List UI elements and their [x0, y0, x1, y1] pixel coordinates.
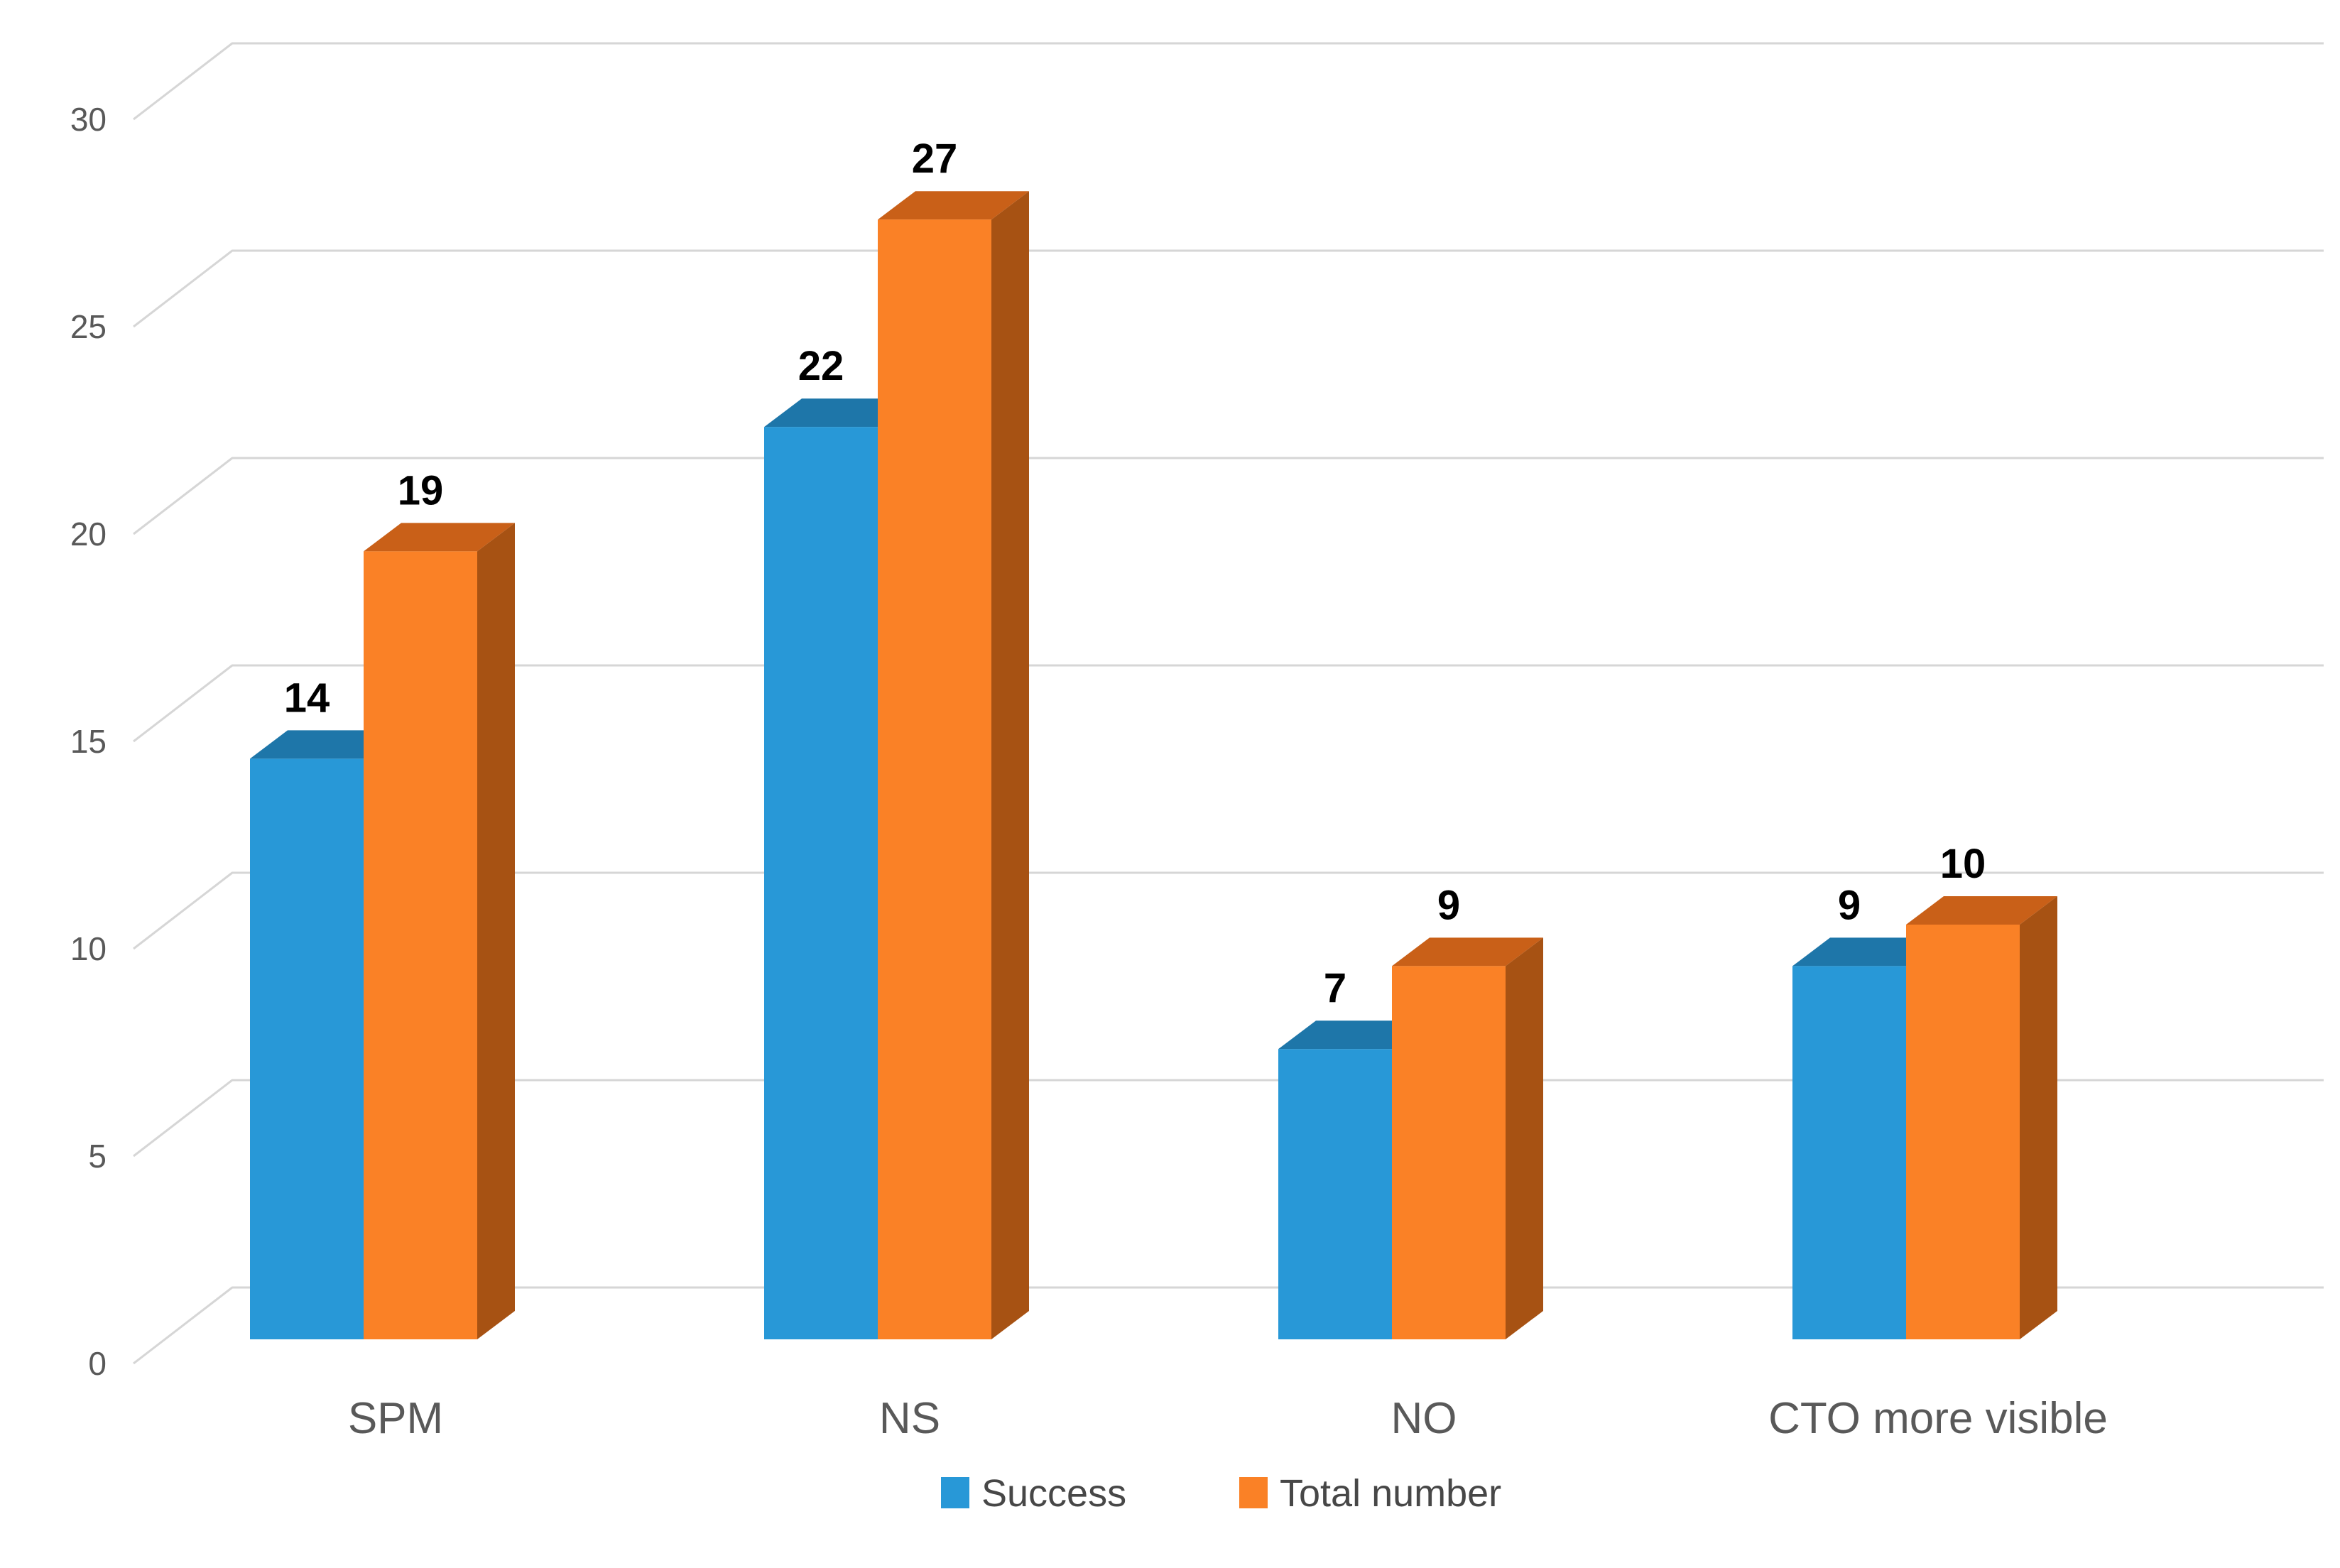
- gridline: [133, 871, 2324, 950]
- legend-swatch: [1239, 1477, 1268, 1508]
- gridline: [133, 42, 2324, 121]
- gridline: [133, 1286, 2324, 1365]
- data-label: 9: [1838, 882, 1861, 928]
- bar-side-face: [991, 191, 1029, 1340]
- bar-top-face: [1906, 896, 2057, 925]
- y-axis-tick-label: 5: [88, 1138, 107, 1175]
- bar-front-face: [1278, 1049, 1392, 1339]
- gridline: [133, 664, 2324, 743]
- x-axis-category-label: CTO more visible: [1768, 1394, 2108, 1443]
- data-label: 22: [798, 343, 844, 389]
- gridline: [133, 249, 2324, 328]
- y-axis-tick-label: 25: [70, 308, 107, 345]
- legend-label: Success: [981, 1472, 1126, 1515]
- y-axis-tick-label: 30: [70, 101, 107, 138]
- bar-top-face: [764, 398, 915, 428]
- bar-front-face: [1392, 966, 1506, 1339]
- data-label: 14: [284, 675, 330, 721]
- bar-side-face: [2020, 896, 2057, 1339]
- legend-swatch: [941, 1477, 969, 1508]
- data-label: 27: [912, 136, 958, 182]
- data-label: 7: [1324, 965, 1346, 1011]
- data-label: 19: [398, 467, 444, 513]
- x-axis-category-label: NS: [879, 1394, 940, 1443]
- y-axis-tick-label: 10: [70, 930, 107, 967]
- bar-top-face: [1278, 1020, 1430, 1050]
- x-axis-category-label: SPM: [348, 1394, 443, 1443]
- legend-label: Total number: [1280, 1472, 1501, 1515]
- gridline: [133, 457, 2324, 535]
- bar-top-face: [878, 191, 1029, 220]
- bar-top-face: [364, 523, 515, 552]
- y-axis-tick-label: 15: [70, 723, 107, 760]
- y-axis-tick-label: 0: [88, 1345, 107, 1382]
- bar-top-face: [250, 730, 401, 759]
- bar-side-face: [477, 523, 515, 1339]
- bar-front-face: [764, 427, 878, 1340]
- bar-front-face: [1906, 925, 2020, 1339]
- bar-front-face: [250, 758, 364, 1339]
- bar-side-face: [1506, 937, 1543, 1339]
- bar-front-face: [1792, 966, 1906, 1339]
- bar-top-face: [1792, 937, 1944, 967]
- bar-top-face: [1392, 937, 1543, 967]
- data-label: 10: [1940, 841, 1986, 887]
- y-axis-tick-label: 20: [70, 516, 107, 552]
- bar-front-face: [364, 551, 477, 1339]
- gridline: [133, 1079, 2324, 1158]
- data-label: 9: [1437, 882, 1460, 928]
- bar-front-face: [878, 219, 991, 1340]
- x-axis-category-label: NO: [1391, 1394, 1457, 1443]
